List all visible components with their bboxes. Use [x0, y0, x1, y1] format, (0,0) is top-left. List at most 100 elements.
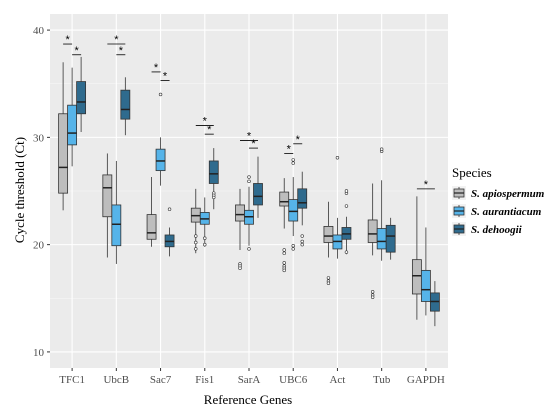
outlier-point: [291, 161, 295, 165]
box-Sac7-0: [146, 177, 157, 247]
box-body: [385, 224, 396, 253]
outlier-point: [291, 158, 295, 162]
box-GAPDH-1: [420, 227, 431, 316]
outlier-point: [326, 281, 331, 285]
legend: Species S. apiospermum S. aurantiacum S. d…: [452, 165, 545, 236]
legend-label: S. aurantiacum: [471, 206, 542, 218]
box-body: [120, 89, 131, 120]
y-tick-label: 40: [33, 25, 45, 37]
significance-star: *: [287, 143, 292, 155]
box-SarA-1: [244, 175, 254, 251]
box-body: [420, 269, 431, 302]
outlier-point: [300, 242, 304, 247]
box-UBC6-0: [279, 178, 290, 273]
outlier-point: [194, 240, 198, 245]
significance-star: *: [247, 131, 252, 143]
box-body: [67, 104, 78, 146]
legend-entry: S. apiospermum: [452, 186, 545, 200]
x-axis: TFC1 UbcB Sac7 Fis1 SarA UBC6 Act Tub GAPDH: [59, 368, 445, 386]
box-body: [102, 174, 113, 218]
y-tick-label: 10: [33, 347, 45, 359]
box-body: [235, 204, 245, 222]
box-Tub-1: [376, 147, 387, 261]
legend-label: S. dehoogii: [471, 224, 523, 236]
box-UBC6-1: [288, 158, 299, 251]
significance-star: *: [163, 71, 168, 83]
outlier-point: [326, 276, 331, 280]
outlier-point: [282, 268, 286, 273]
outlier-point: [300, 234, 304, 238]
outlier-point: [167, 207, 172, 211]
legend-entry: S. aurantiacum: [452, 204, 542, 218]
x-tick-label: Sac7: [150, 374, 172, 386]
outlier-point: [282, 248, 286, 252]
outlier-point: [335, 156, 340, 160]
outlier-point: [291, 247, 295, 251]
box-UbcB-0: [102, 153, 113, 258]
box-body: [253, 183, 263, 206]
box-layer: [58, 56, 440, 327]
legend-title: Species: [452, 165, 492, 180]
significance-star: *: [251, 138, 256, 150]
significance-star: *: [154, 62, 159, 74]
outlier-point: [203, 236, 207, 240]
box-Act-1: [332, 156, 343, 259]
box-TFC1-0: [58, 62, 69, 211]
box-body: [208, 160, 219, 184]
box-Sac7-2: [164, 207, 175, 257]
outlier-point: [212, 195, 216, 200]
outlier-point: [158, 92, 163, 97]
significance-layer: ********** ***: [63, 34, 435, 191]
outlier-point: [203, 242, 207, 247]
outlier-point: [370, 295, 375, 299]
box-body: [297, 188, 308, 209]
x-tick-label: Act: [329, 374, 345, 386]
box-Fis1-0: [190, 188, 201, 254]
box-body: [155, 148, 166, 172]
box-Fis1-1: [199, 197, 210, 247]
box-body: [58, 113, 69, 194]
x-tick-label: Fis1: [195, 374, 214, 386]
x-tick-label: Tub: [373, 374, 391, 386]
outlier-point: [291, 244, 295, 248]
outlier-point: [344, 250, 349, 254]
box-body: [111, 204, 122, 247]
significance-star: *: [119, 45, 124, 57]
y-tick-label: 30: [33, 132, 45, 144]
box-TFC1-2: [76, 56, 87, 132]
box-Tub-0: [367, 183, 378, 299]
y-axis-title: Cycle threshold (Ct): [12, 137, 27, 243]
box-Act-0: [323, 201, 334, 285]
legend-label: S. apiospermum: [471, 188, 545, 200]
outlier-point: [282, 261, 286, 265]
x-tick-label: SarA: [238, 374, 261, 386]
box-body: [323, 225, 334, 243]
outlier-point: [194, 247, 198, 251]
significance-star: *: [424, 179, 429, 191]
outlier-point: [300, 239, 304, 244]
outlier-point: [344, 204, 349, 208]
box-UbcB-1: [111, 160, 122, 264]
significance-star: *: [296, 134, 301, 146]
legend-entry: S. dehoogii: [452, 222, 523, 236]
y-axis: 10 20 30 40: [33, 25, 50, 359]
significance-star: *: [203, 116, 208, 128]
outlier-point: [247, 175, 251, 179]
box-Sac7-1: [155, 92, 166, 186]
box-body: [411, 259, 422, 295]
x-axis-title: Reference Genes: [204, 392, 292, 407]
box-SarA-2: [253, 156, 263, 218]
x-tick-label: UbcB: [103, 374, 129, 386]
box-UbcB-2: [120, 77, 131, 136]
x-tick-label: GAPDH: [407, 374, 445, 386]
box-body: [146, 214, 157, 240]
box-body: [288, 199, 299, 222]
y-tick-label: 20: [33, 240, 45, 252]
box-body: [376, 228, 387, 250]
outlier-point: [370, 290, 375, 294]
box-TFC1-1: [67, 67, 78, 167]
significance-star: *: [207, 124, 212, 136]
box-Act-2: [341, 189, 352, 255]
